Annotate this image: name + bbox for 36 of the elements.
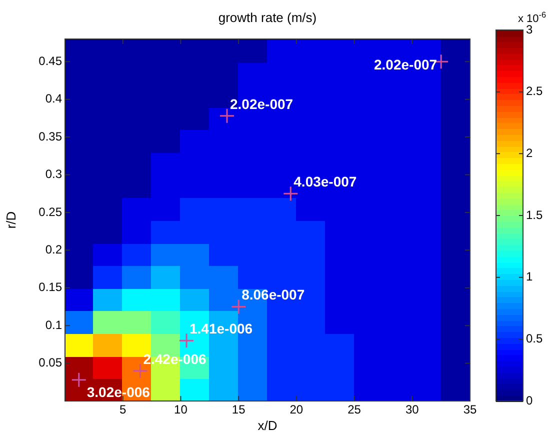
y-tick-label: 0.05 [38,356,62,370]
color-bar-label: 2 [526,146,533,160]
color-bar-label: 1.5 [526,208,544,222]
point [71,372,87,388]
y-tick-label: 0.25 [38,204,62,219]
point [282,186,298,202]
y-tick-label: 0.15 [38,280,62,294]
x-tick-label: 25 [348,402,362,417]
x-tick-label: 10 [174,402,188,417]
y-tick-label: 0.35 [38,129,62,144]
annotation: 3.02e-006 [86,384,150,400]
y-tick-label: 0.4 [45,92,62,106]
x-tick-label: 20 [290,402,304,417]
color-bar-label: 1 [526,270,533,284]
y-tick-label: 0.1 [45,318,62,332]
color-bar-label: 2.5 [526,84,544,98]
color-bar-label: 0.5 [526,331,544,346]
annotation: 8.06e-007 [242,286,305,303]
y-axis-title: r/D [3,211,18,229]
x-tick-label: 30 [405,402,420,417]
y-tick-label: 0.3 [45,167,62,182]
x-tick-label: 35 [463,402,477,417]
annotation: 1.41e-006 [190,320,253,337]
x-axis-title: x/D [258,418,278,433]
annotation: 2.02e-007 [374,56,438,73]
annotation: 2.02e-007 [230,96,294,112]
x-tick-label: 5 [120,402,127,417]
y-tick-label: 0.2 [45,242,62,256]
y-tick-label: 0.45 [38,54,62,68]
x-tick-label: 15 [232,402,246,417]
annotation: 4.03e-007 [294,174,357,190]
color-bar-label: 3 [526,22,533,36]
color-bar-label: 0 [526,393,533,408]
chart-title: growth rate (m/s) [218,10,317,25]
point [230,298,246,314]
annotation: 2.42e-006 [143,350,206,367]
